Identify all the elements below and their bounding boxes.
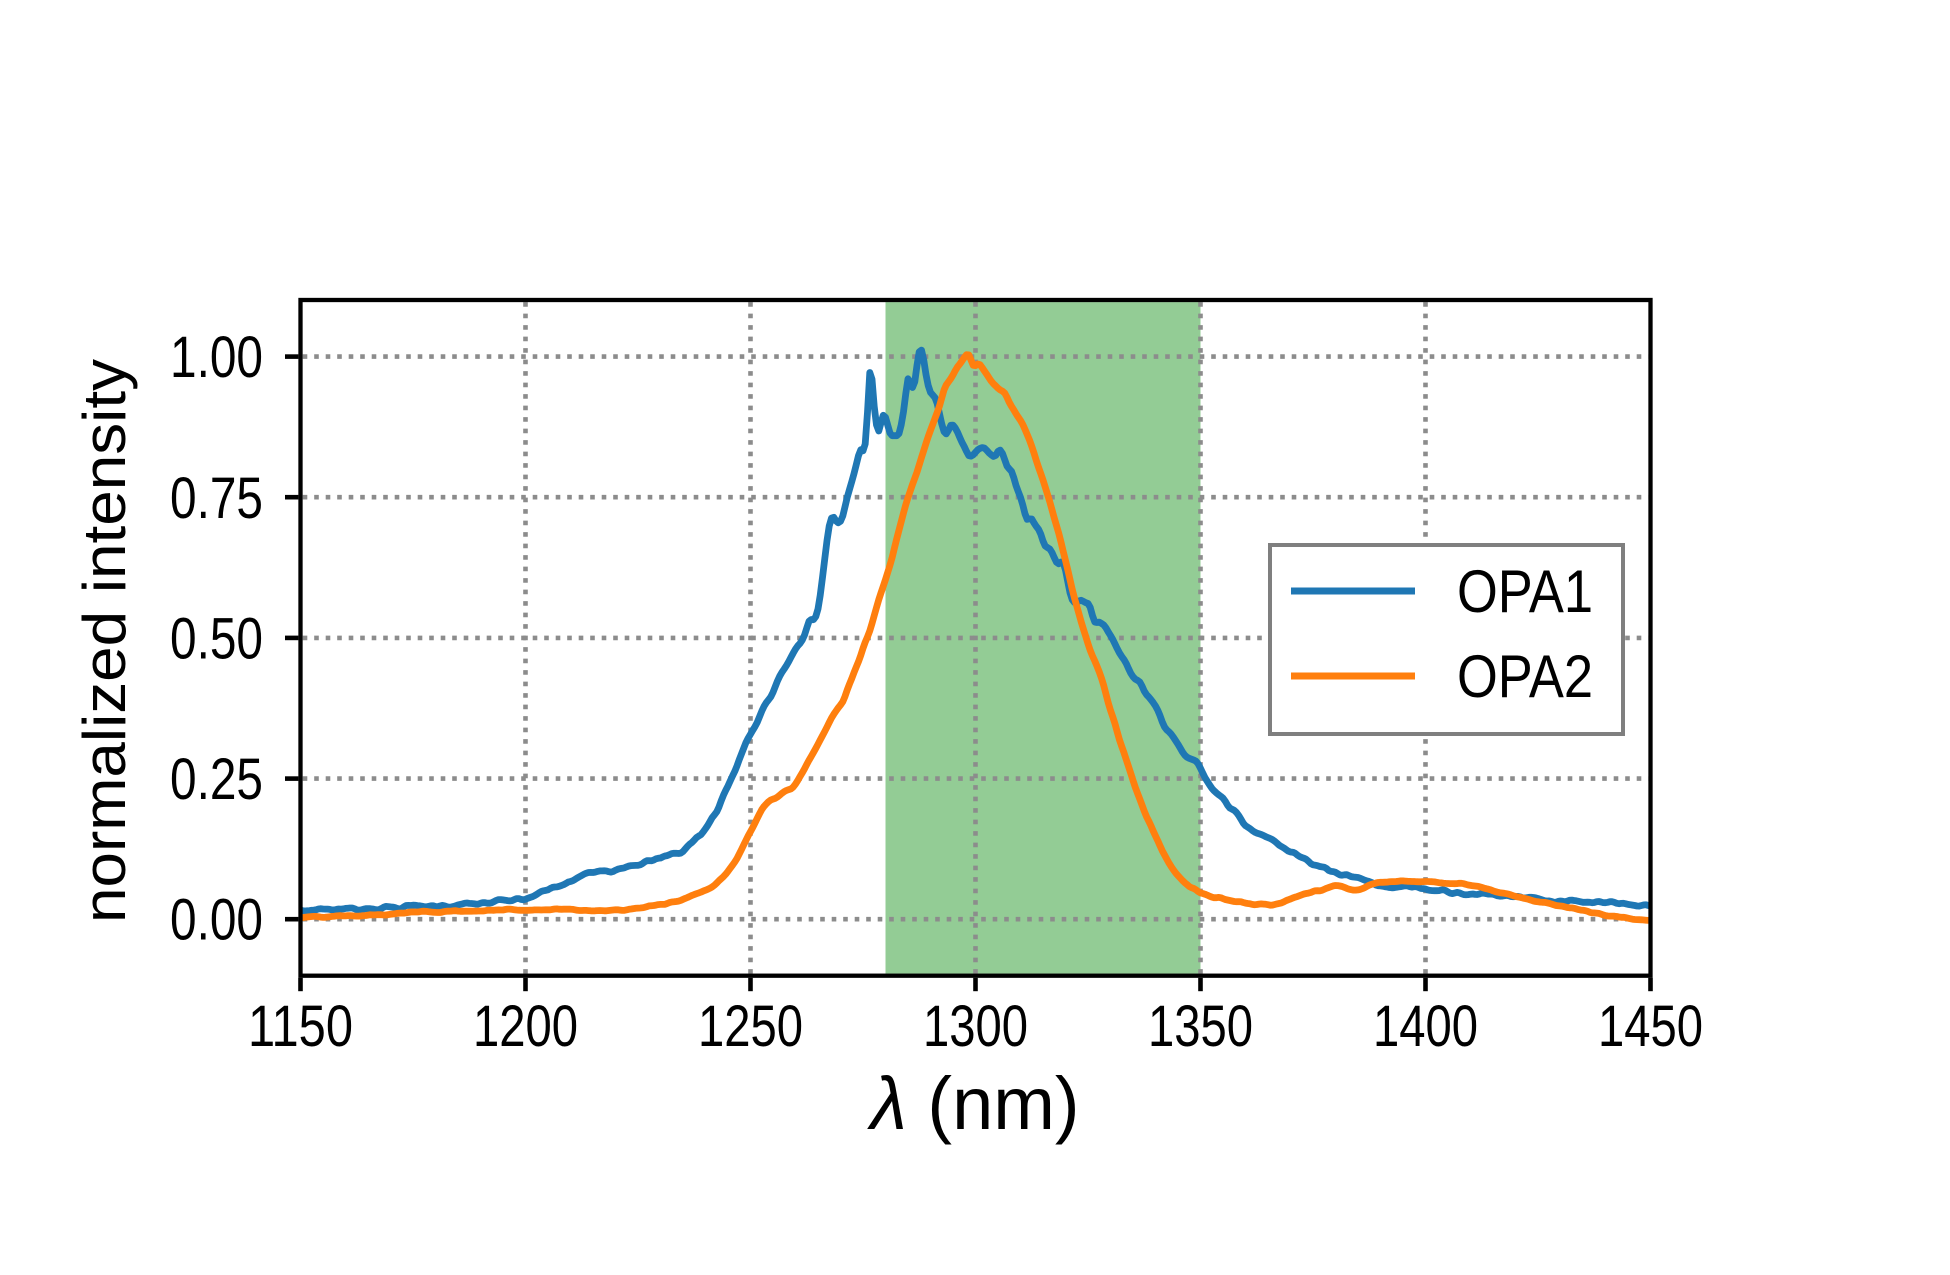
- svg-text:1150: 1150: [248, 994, 353, 1059]
- svg-text:OPA1: OPA1: [1457, 558, 1593, 625]
- svg-text:normalized intensity: normalized intensity: [71, 359, 138, 923]
- svg-text:1.00: 1.00: [170, 325, 263, 390]
- svg-text:1200: 1200: [473, 994, 578, 1059]
- svg-text:λ (nm): λ (nm): [866, 1062, 1079, 1145]
- svg-text:0.00: 0.00: [170, 888, 263, 953]
- svg-text:0.25: 0.25: [170, 747, 263, 812]
- svg-text:1300: 1300: [923, 994, 1028, 1059]
- svg-text:1350: 1350: [1148, 994, 1253, 1059]
- svg-text:1250: 1250: [698, 994, 803, 1059]
- svg-text:0.50: 0.50: [170, 606, 263, 671]
- svg-text:0.75: 0.75: [170, 466, 263, 531]
- svg-text:1400: 1400: [1373, 994, 1478, 1059]
- svg-text:OPA2: OPA2: [1457, 643, 1593, 710]
- svg-text:1450: 1450: [1598, 994, 1703, 1059]
